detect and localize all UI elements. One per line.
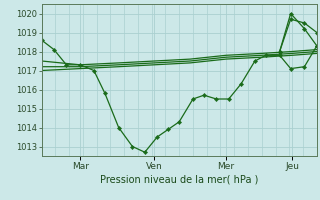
X-axis label: Pression niveau de la mer( hPa ): Pression niveau de la mer( hPa ) <box>100 175 258 185</box>
